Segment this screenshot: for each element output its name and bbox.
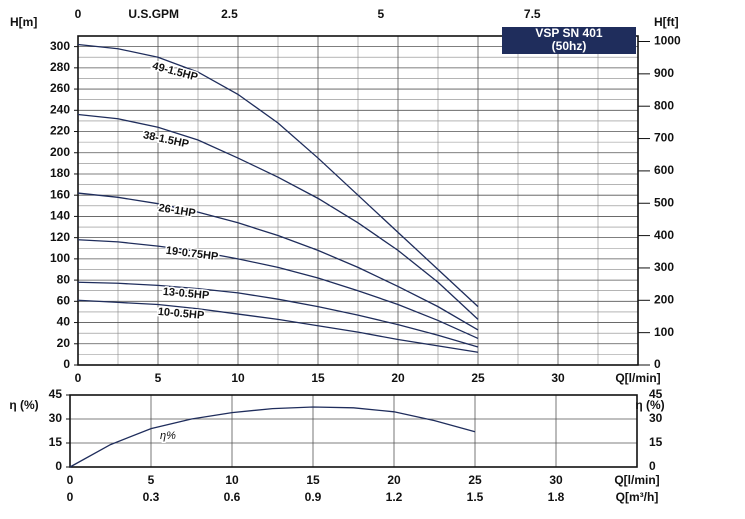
curve-label: 13-0.5HP: [162, 286, 209, 302]
y2-tick-label: 15: [649, 435, 663, 449]
x2-axis-label: U.S.GPM: [128, 7, 179, 21]
y-tick-label: 20: [57, 336, 71, 350]
plot-frame: [69, 394, 638, 468]
curve-label: η%: [160, 430, 176, 442]
y2-tick-label: 0: [654, 357, 661, 371]
y2-tick-label: 600: [654, 163, 674, 177]
y-tick-label: 300: [50, 39, 70, 53]
y-tick-label: 60: [57, 293, 71, 307]
y-tick-label: 160: [50, 187, 70, 201]
curve: [77, 43, 479, 308]
y-tick-label: 280: [50, 60, 70, 74]
curve-label: 26-1HP: [158, 202, 197, 220]
y-tick-label: 0: [63, 357, 70, 371]
y2-tick-label: 1000: [654, 34, 681, 48]
y2-axis-label: η (%): [635, 398, 664, 412]
curve-label: 10-0.5HP: [157, 306, 204, 322]
y-tick-label: 260: [50, 81, 70, 95]
y-tick-label: 80: [57, 272, 71, 286]
title-box: [502, 27, 636, 54]
y2-tick-label: 400: [654, 228, 674, 242]
x2-tick-label: 2.5: [221, 7, 238, 21]
x-tick-label: 20: [387, 473, 401, 487]
y-tick-label: 120: [50, 230, 70, 244]
y2-tick-label: 45: [649, 387, 663, 401]
curve: [77, 113, 479, 320]
x-tick-label: 10: [231, 371, 245, 385]
y2-tick-label: 200: [654, 292, 674, 306]
x-tick-label: 10: [225, 473, 239, 487]
curve-label: 19-0.75HP: [165, 245, 219, 263]
chart-title: VSP SN 401: [535, 26, 602, 40]
x2-tick-label: 0.9: [305, 490, 322, 504]
y-tick-label: 140: [50, 209, 70, 223]
y2-tick-label: 0: [649, 459, 656, 473]
curve: [69, 406, 476, 468]
x-tick-label: 15: [306, 473, 320, 487]
y2-tick-label: 700: [654, 131, 674, 145]
x-tick-label: 30: [551, 371, 565, 385]
x2-tick-label: 1.2: [386, 490, 403, 504]
y-tick-label: 45: [49, 387, 63, 401]
x-tick-label: 0: [67, 473, 74, 487]
x-tick-label: 20: [391, 371, 405, 385]
y-tick-label: 180: [50, 166, 70, 180]
y2-tick-label: 30: [649, 411, 663, 425]
x2-tick-label: 0: [75, 7, 82, 21]
y-tick-label: 100: [50, 251, 70, 265]
x-tick-label: 0: [75, 371, 82, 385]
x-tick-label: 5: [155, 371, 162, 385]
x2-tick-label: 0.3: [143, 490, 160, 504]
curve: [77, 281, 479, 348]
x2-axis-label: Q[m³/h]: [616, 490, 659, 504]
x-tick-label: 25: [471, 371, 485, 385]
curve: [77, 192, 479, 331]
x-axis-label: Q[l/min]: [614, 473, 659, 487]
y-tick-label: 30: [49, 411, 63, 425]
y-tick-label: 40: [57, 315, 71, 329]
x-tick-label: 5: [148, 473, 155, 487]
y-axis-label: H[m]: [10, 15, 37, 29]
y-tick-label: 220: [50, 124, 70, 138]
y2-tick-label: 100: [654, 325, 674, 339]
x-tick-label: 25: [468, 473, 482, 487]
curve: [77, 239, 479, 340]
x2-tick-label: 0: [67, 490, 74, 504]
x2-tick-label: 5: [377, 7, 384, 21]
x2-tick-label: 0.6: [224, 490, 241, 504]
y2-tick-label: 800: [654, 98, 674, 112]
y2-axis-label: H[ft]: [654, 15, 679, 29]
y2-tick-label: 500: [654, 195, 674, 209]
y2-tick-label: 300: [654, 260, 674, 274]
y-tick-label: 0: [55, 459, 62, 473]
curve: [77, 299, 479, 353]
x-tick-label: 15: [311, 371, 325, 385]
chart-subtitle: (50hz): [552, 39, 587, 53]
x-axis-label: Q[l/min]: [615, 371, 660, 385]
y-tick-label: 240: [50, 102, 70, 116]
x2-tick-label: 7.5: [524, 7, 541, 21]
plot-frame: [77, 35, 639, 366]
x2-tick-label: 1.8: [548, 490, 565, 504]
y-axis-label: η (%): [9, 398, 38, 412]
y-tick-label: 15: [49, 435, 63, 449]
y-tick-label: 200: [50, 145, 70, 159]
curve-label: 38-1.5HP: [142, 129, 190, 150]
y2-tick-label: 900: [654, 66, 674, 80]
x2-tick-label: 1.5: [467, 490, 484, 504]
x-tick-label: 30: [549, 473, 563, 487]
